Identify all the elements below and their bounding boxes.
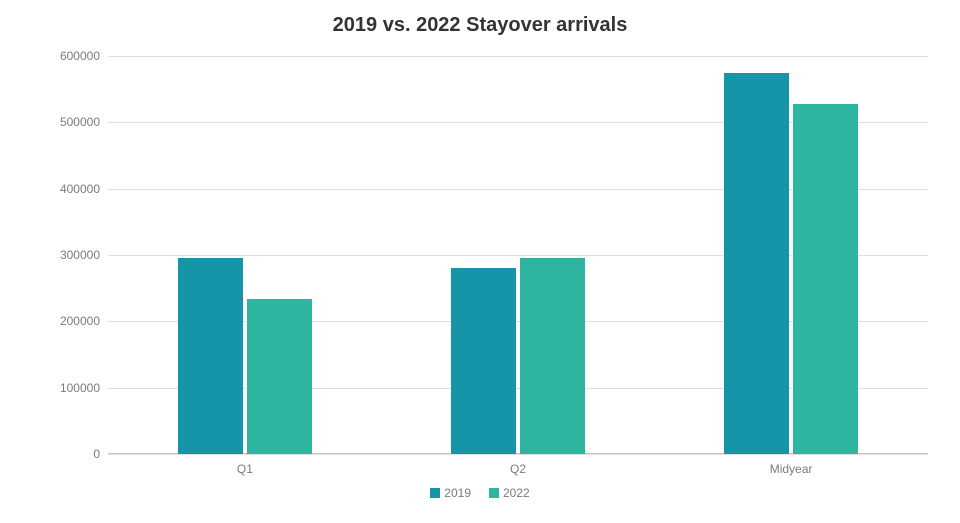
legend-item-2019: 2019 xyxy=(430,486,471,500)
legend: 2019 2022 xyxy=(0,486,960,500)
y-tick-label: 600000 xyxy=(60,49,100,63)
x-tick-label: Q2 xyxy=(510,462,526,476)
x-tick-label: Q1 xyxy=(237,462,253,476)
y-tick-label: 300000 xyxy=(60,248,100,262)
y-tick-label: 200000 xyxy=(60,314,100,328)
legend-item-2022: 2022 xyxy=(489,486,530,500)
y-tick-label: 0 xyxy=(93,447,100,461)
plot-area: 0100000200000300000400000500000600000Q1Q… xyxy=(108,56,928,454)
bar-2022-midyear xyxy=(793,104,859,454)
y-tick-label: 500000 xyxy=(60,115,100,129)
bar-2022-q2 xyxy=(520,258,586,454)
bar-2019-midyear xyxy=(724,73,790,454)
legend-swatch-icon xyxy=(430,488,440,498)
x-tick-label: Midyear xyxy=(770,462,813,476)
y-tick-label: 100000 xyxy=(60,381,100,395)
bar-2019-q1 xyxy=(178,258,244,454)
gridline xyxy=(108,454,928,455)
chart-container: 2019 vs. 2022 Stayover arrivals 01000002… xyxy=(0,0,960,523)
bar-2019-q2 xyxy=(451,268,517,454)
y-tick-label: 400000 xyxy=(60,182,100,196)
bar-2022-q1 xyxy=(247,299,313,454)
gridline xyxy=(108,56,928,57)
chart-title: 2019 vs. 2022 Stayover arrivals xyxy=(0,14,960,37)
legend-label: 2019 xyxy=(444,486,471,500)
legend-label: 2022 xyxy=(503,486,530,500)
legend-swatch-icon xyxy=(489,488,499,498)
